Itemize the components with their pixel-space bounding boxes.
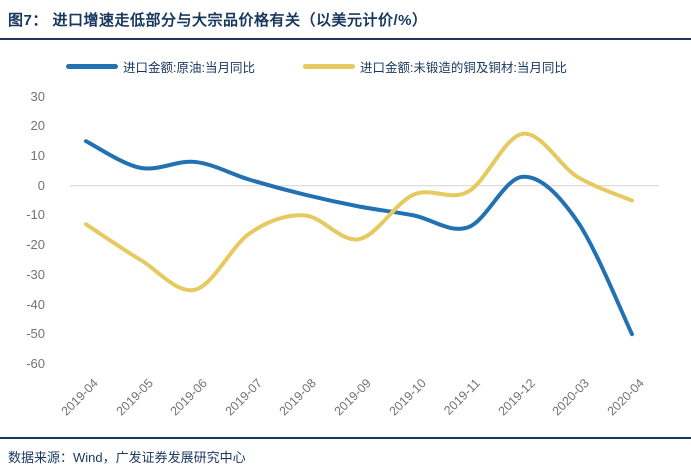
y-tick-label: 0: [37, 177, 45, 193]
legend-item-crude-oil: 进口金额:原油:当月同比: [66, 57, 255, 76]
y-tick-label: -50: [26, 326, 45, 342]
series-line-copper: [84, 131, 634, 293]
y-tick-label: -30: [26, 266, 45, 282]
legend-label-crude-oil: 进口金额:原油:当月同比: [123, 61, 255, 75]
chart-title: 图7： 进口增速走低部分与大宗品价格有关（以美元计价/%）: [8, 12, 428, 29]
y-tick-label: -40: [26, 296, 45, 312]
y-tick-label: -20: [26, 237, 45, 253]
title-bar: 图7： 进口增速走低部分与大宗品价格有关（以美元计价/%）: [0, 0, 691, 40]
y-tick-label: 30: [30, 88, 45, 104]
series-line-crude-oil: [84, 139, 634, 337]
legend-swatch-copper-icon: [302, 64, 355, 69]
legend-item-copper: 进口金额:未锻造的铜及铜材:当月同比: [302, 57, 567, 76]
y-tick-label: -60: [26, 355, 45, 371]
footer-bar: 数据来源：Wind，广发证券发展研究中心: [0, 437, 691, 467]
data-source-text: 数据来源：Wind，广发证券发展研究中心: [8, 450, 246, 465]
legend-label-copper: 进口金额:未锻造的铜及铜材:当月同比: [359, 61, 567, 75]
y-tick-label: 20: [30, 118, 45, 134]
y-tick-label: 10: [30, 148, 45, 163]
chart-legend: 进口金额:原油:当月同比 进口金额:未锻造的铜及铜材:当月同比: [66, 57, 567, 76]
y-tick-label: -10: [26, 207, 45, 223]
legend-swatch-crude-oil-icon: [66, 64, 118, 69]
